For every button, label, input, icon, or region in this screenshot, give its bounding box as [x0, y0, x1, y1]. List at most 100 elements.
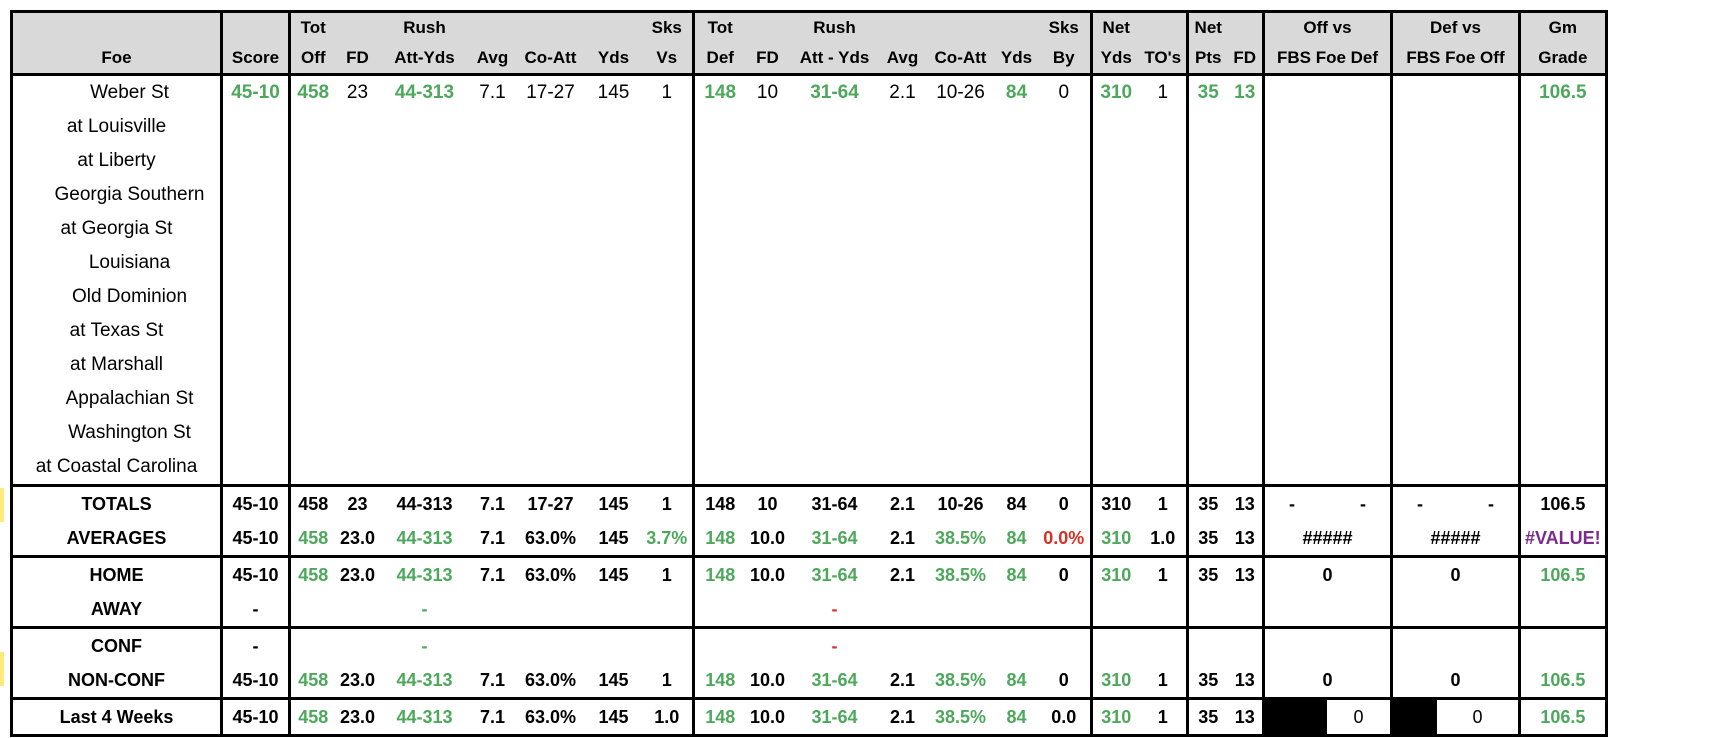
game-stat-cell: 44-313: [394, 82, 455, 103]
game-stat-cell: [1390, 212, 1520, 246]
summary-cell: 44-313: [396, 565, 453, 585]
game-stat-cell: [470, 280, 516, 314]
game-stat-cell: [926, 144, 996, 178]
game-stat-cell: [1390, 382, 1520, 416]
summary-value: -: [1289, 494, 1295, 514]
summary-cell: 7.1: [479, 565, 506, 585]
summary-cell: -: [421, 636, 428, 656]
summary-cell: [336, 628, 380, 664]
game-stat-cell: [1262, 280, 1392, 314]
game-stat-cell: 31-64: [810, 82, 859, 103]
game-stat-cell: [746, 280, 790, 314]
game-stat-cell: [586, 348, 642, 382]
game-stat-cell: [880, 348, 926, 382]
summary-cell: [1518, 627, 1608, 663]
summary-cell: 0: [1390, 698, 1520, 737]
game-stat-cell: [516, 178, 586, 212]
game-stat-cell: [1090, 246, 1140, 280]
game-stat-cell: [1186, 314, 1228, 348]
game-stat-cell: [926, 178, 996, 212]
column-header: Co-Att: [925, 43, 996, 76]
game-stat-cell: [880, 314, 926, 348]
game-stat-cell: [1038, 382, 1092, 416]
game-stat-cell: [379, 450, 470, 487]
game-stat-cell: [1090, 416, 1140, 450]
summary-cell: 1: [1157, 565, 1168, 585]
column-header: Sks: [1037, 10, 1092, 43]
summary-cell: 35: [1186, 698, 1228, 737]
game-stat-cell: [220, 280, 290, 314]
game-stat-cell: [1228, 246, 1264, 280]
summary-cell: [746, 628, 790, 664]
game-stat-cell: [746, 382, 790, 416]
game-stat-cell: [1262, 246, 1392, 280]
game-stat-cell: [790, 110, 880, 144]
summary-cell: --: [1262, 484, 1392, 521]
summary-cell: 23.0: [339, 565, 376, 585]
summary-cell: 145: [585, 521, 642, 558]
game-stat-cell: [220, 246, 290, 280]
game-stat-cell: [996, 178, 1038, 212]
game-stat-cell: [880, 382, 926, 416]
game-stat-cell: 1: [1157, 82, 1169, 103]
summary-cell: [1090, 627, 1140, 663]
game-stat-cell: [1186, 382, 1228, 416]
game-stat-cell: [586, 144, 642, 178]
summary-cell: 148: [692, 663, 746, 700]
summary-cell: 45-10: [220, 484, 290, 521]
game-stat-cell: [746, 348, 790, 382]
game-stat-cell: 310: [1090, 74, 1140, 110]
summary-cell: 0: [1037, 663, 1092, 700]
summary-cell: 13: [1227, 521, 1264, 558]
game-stat-cell: [642, 382, 694, 416]
game-stat-cell: [1186, 280, 1228, 314]
game-stat-cell: [692, 144, 746, 178]
game-stat-cell: [1518, 246, 1608, 280]
game-stat-cell: [1140, 144, 1188, 178]
game-stat-cell: [470, 348, 516, 382]
summary-cell: -: [220, 627, 290, 663]
game-stat-cell: [1140, 212, 1188, 246]
column-header: Gm: [1518, 10, 1608, 43]
summary-cell: 0: [1037, 484, 1092, 521]
summary-cell: [1262, 627, 1392, 663]
game-stat-cell: [642, 144, 694, 178]
game-stat-cell: 145: [597, 82, 630, 103]
column-header: [515, 10, 586, 43]
game-stat-cell: [1390, 246, 1520, 280]
column-header: FD: [335, 43, 380, 76]
game-stat-cell: [790, 280, 880, 314]
game-row: at Texas St: [10, 314, 1608, 348]
game-stat-cell: [220, 416, 290, 450]
column-header: Tot: [692, 10, 746, 43]
summary-cell: 38.5%: [925, 698, 996, 737]
game-stat-cell: 23: [346, 82, 369, 103]
game-stat-cell: [586, 110, 642, 144]
summary-cell: 38.5%: [925, 663, 996, 700]
game-stat-cell: [1139, 450, 1188, 487]
game-stat-cell: [1518, 280, 1608, 314]
row-label: AWAY: [10, 592, 222, 629]
summary-cell: 2.1: [889, 565, 916, 585]
summary-cell: [288, 627, 336, 663]
summary-cell: [470, 628, 516, 664]
column-header: FD: [1227, 43, 1264, 76]
game-stat-cell: [288, 246, 336, 280]
game-stat-cell: [288, 450, 336, 487]
game-stat-cell: [996, 416, 1038, 450]
game-stats-table: Tot Rush Sks Tot Rush Sks Net Net Off vs Def vs Gm…: [10, 10, 1608, 737]
game-stat-cell: [641, 450, 694, 487]
game-stat-cell: [1518, 416, 1608, 450]
game-stat-cell: [692, 314, 746, 348]
summary-cell: #VALUE!: [1518, 521, 1608, 558]
summary-cell: 310: [1090, 484, 1140, 521]
game-stat-cell: [1090, 314, 1140, 348]
game-stat-cell: [380, 110, 470, 144]
game-stat-cell: [1186, 246, 1228, 280]
game-stat-cell: [789, 450, 880, 487]
column-header: Yds: [1090, 43, 1140, 76]
summary-cell: 106.5: [1518, 663, 1608, 700]
summary-cell: [1038, 628, 1092, 664]
game-stat-cell: [1390, 178, 1520, 212]
game-stat-cell: [1037, 450, 1092, 487]
